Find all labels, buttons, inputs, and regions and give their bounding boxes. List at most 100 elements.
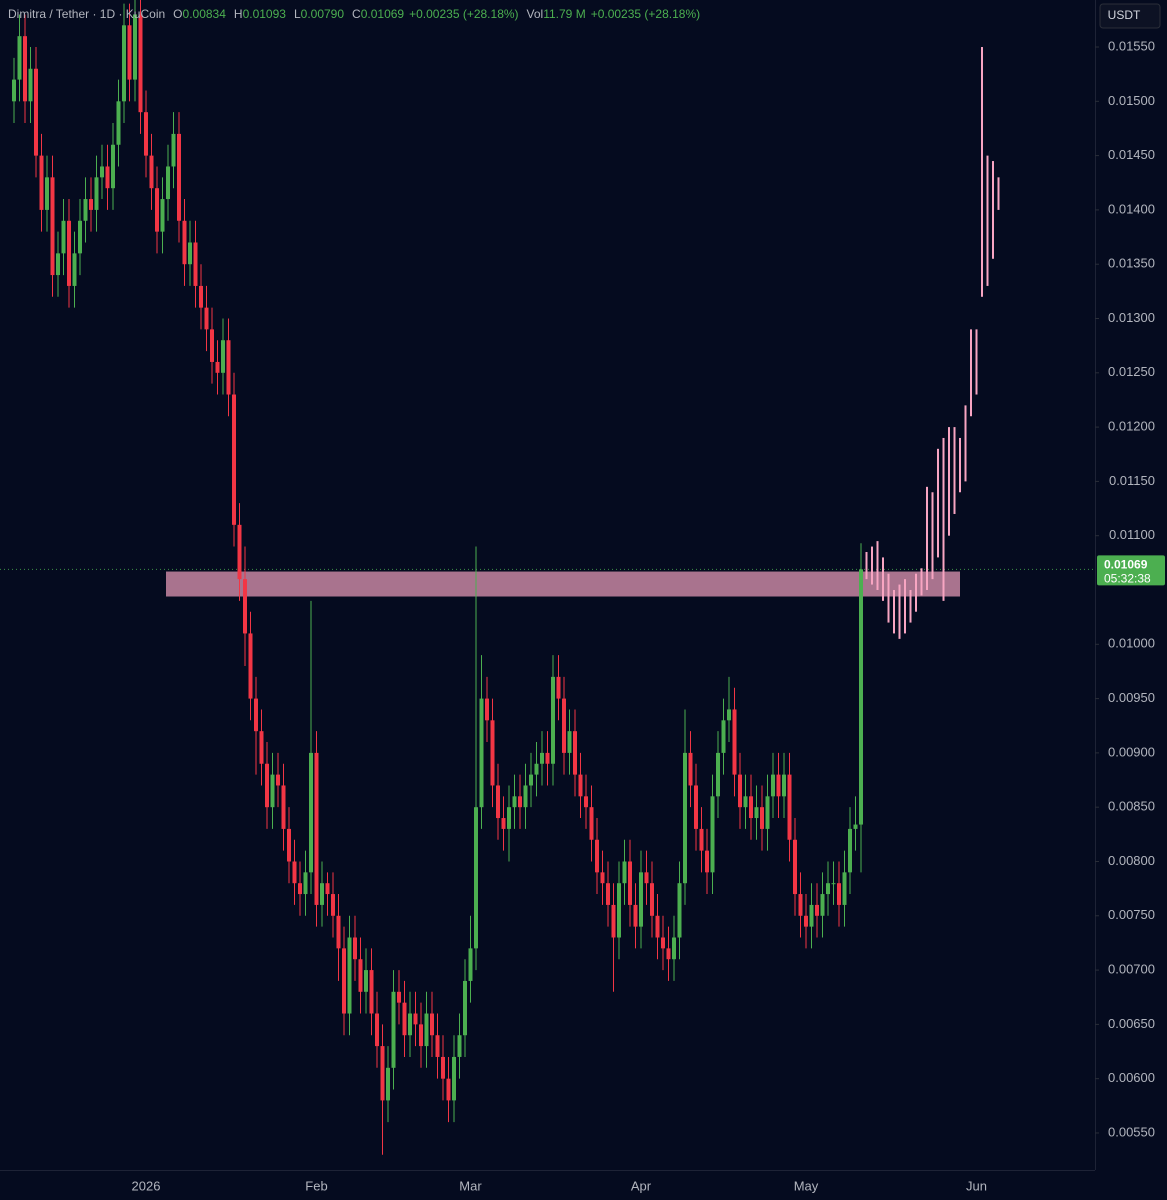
candle-body: [496, 785, 500, 819]
candle-body: [270, 774, 275, 808]
candle-body: [413, 1013, 418, 1025]
candle-body: [320, 883, 324, 905]
candle-body: [34, 68, 38, 156]
candle-body: [309, 752, 313, 873]
candle-body: [479, 698, 484, 808]
candle-body: [540, 752, 544, 764]
legend-value: 0.01093: [243, 7, 287, 21]
candle-body: [562, 698, 566, 753]
candle-body: [749, 796, 753, 819]
candle-body: [661, 937, 665, 949]
y-tick-label: 0.01450: [1108, 147, 1155, 162]
candle-body: [45, 177, 49, 210]
candle-body: [705, 850, 709, 873]
y-tick-label: 0.01550: [1108, 38, 1155, 53]
projected-range: [997, 177, 1000, 210]
candle-body: [666, 948, 671, 960]
candle-body: [430, 1013, 434, 1036]
candle-body: [490, 720, 495, 786]
x-tick-label: May: [794, 1178, 819, 1193]
candle-body: [809, 904, 814, 927]
x-tick-label: Feb: [305, 1178, 327, 1193]
projected-range: [964, 405, 967, 482]
candle-body: [386, 1067, 390, 1101]
projected-range: [981, 47, 983, 297]
candle-body: [468, 948, 473, 981]
candle-body: [226, 340, 231, 395]
candle-body: [17, 36, 22, 80]
candle-body: [853, 824, 858, 829]
y-tick-label: 0.00850: [1108, 799, 1155, 814]
projected-range: [937, 448, 939, 558]
axes: 0.01550 0.01500 0.01450 0.01400 0.01350 0.013…: [132, 38, 1165, 1193]
candle-body: [611, 904, 616, 938]
candle-body: [716, 752, 720, 797]
candle-body: [776, 774, 781, 797]
candle-body: [622, 861, 627, 884]
y-tick-label: 0.00800: [1108, 853, 1155, 868]
candle-body: [94, 177, 99, 210]
candle-body: [353, 937, 357, 960]
zone: [166, 571, 960, 597]
projected-range: [931, 492, 934, 580]
candle-body: [199, 285, 203, 308]
candle-body: [314, 752, 319, 905]
candle-body: [243, 579, 247, 634]
candle-body: [815, 904, 819, 916]
candle-body: [12, 79, 16, 102]
candle-body: [50, 177, 55, 276]
candle-body: [628, 861, 632, 905]
candle-body: [584, 796, 588, 808]
candle-body: [457, 1035, 462, 1057]
candle-body: [221, 340, 225, 373]
y-tick-label: 0.00950: [1108, 690, 1155, 705]
projected-range: [882, 557, 884, 601]
candle-body: [67, 220, 71, 286]
y-tick-label: 0.01300: [1108, 310, 1155, 325]
projected-range: [898, 584, 901, 639]
candle-body: [688, 752, 693, 786]
candle-body: [600, 872, 605, 884]
candle-body: [149, 155, 154, 189]
candle-body: [501, 818, 506, 829]
candle-body: [694, 785, 698, 829]
candle-body: [116, 101, 121, 145]
candle-body: [188, 242, 192, 265]
legend-label: Vol: [527, 7, 544, 21]
candle-body: [105, 166, 110, 189]
candle-body: [837, 883, 841, 905]
candle-body: [441, 1056, 445, 1079]
y-tick-label: 0.01200: [1108, 419, 1155, 434]
candle-body: [672, 937, 676, 960]
candle-body: [831, 883, 836, 885]
legend-label: C: [352, 7, 361, 21]
projected-range: [871, 546, 873, 585]
candle-body: [336, 915, 341, 949]
y-tick-label: 0.00550: [1108, 1124, 1155, 1139]
y-tick-label: 0.01400: [1108, 201, 1155, 216]
candle-body: [754, 807, 759, 819]
x-tick-label: Apr: [631, 1178, 652, 1193]
candle-body: [397, 991, 401, 1003]
last-price-tag: [1097, 555, 1165, 586]
candle-body: [111, 144, 115, 189]
y-tick-label: 0.00650: [1108, 1016, 1155, 1031]
candle-body: [259, 731, 264, 764]
candle-body: [193, 242, 198, 286]
candle-body: [710, 796, 715, 873]
candle-body: [210, 329, 214, 362]
candle-body: [281, 785, 286, 829]
candle-body: [738, 774, 742, 808]
candle-body: [782, 774, 786, 797]
candle-body: [171, 133, 176, 167]
candle-body: [573, 731, 577, 775]
legend-line: Dimitra / Tether · 1D · KuCoin O0.00834 H0…: [8, 7, 700, 21]
candle-body: [551, 676, 555, 764]
candle-body: [760, 807, 764, 829]
y-tick-label: 0.01150: [1109, 473, 1155, 488]
candle-body: [28, 68, 33, 102]
currency-button[interactable]: [1099, 3, 1161, 29]
candle-body: [699, 828, 704, 851]
